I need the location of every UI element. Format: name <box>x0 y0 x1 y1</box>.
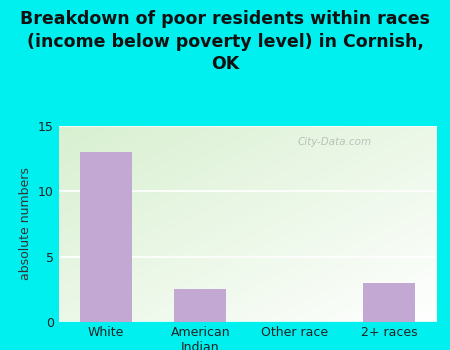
Text: Breakdown of poor residents within races
(income below poverty level) in Cornish: Breakdown of poor residents within races… <box>20 10 430 73</box>
Bar <box>80 152 132 322</box>
Bar <box>174 289 226 322</box>
Text: City-Data.com: City-Data.com <box>297 137 372 147</box>
Bar <box>363 283 415 322</box>
Y-axis label: absolute numbers: absolute numbers <box>19 168 32 280</box>
